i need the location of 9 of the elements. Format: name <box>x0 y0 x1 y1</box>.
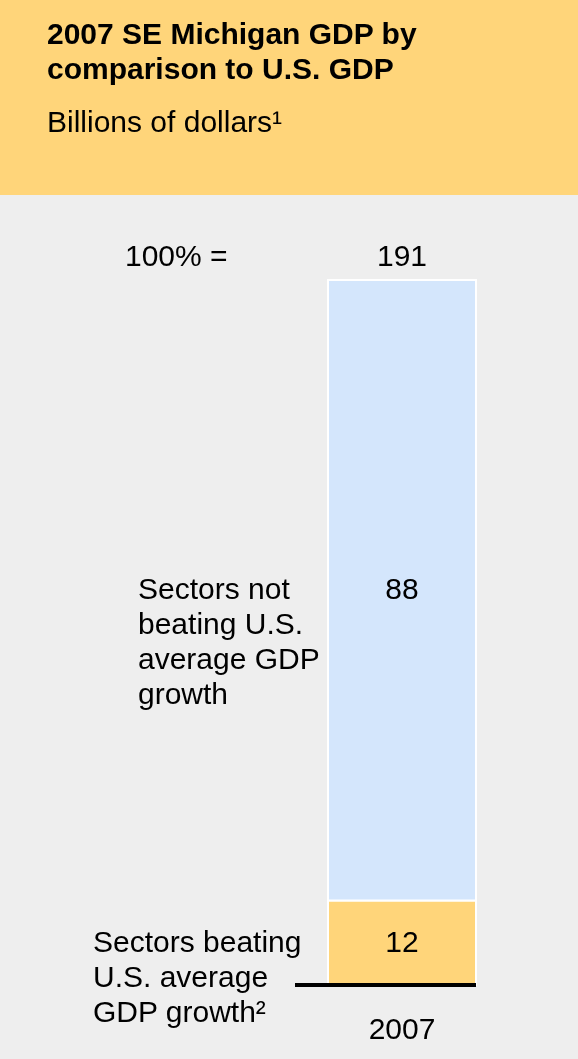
series-label: Sectors not beating U.S. average GDP growth <box>138 572 320 711</box>
x-tick-label: 2007 <box>368 1012 436 1045</box>
text: 100% = <box>125 239 228 272</box>
data-label: 12 <box>385 924 419 958</box>
chart-subtitle: Billions of dollars¹ <box>47 105 283 138</box>
chart-title: 2007 SE Michigan GDP by comparison to U.S. GDP <box>47 17 417 85</box>
text: 191 <box>376 239 428 272</box>
series-label: Sectors beating U.S. average GDP growth² <box>93 924 302 1028</box>
data-label: 88 <box>385 572 419 606</box>
